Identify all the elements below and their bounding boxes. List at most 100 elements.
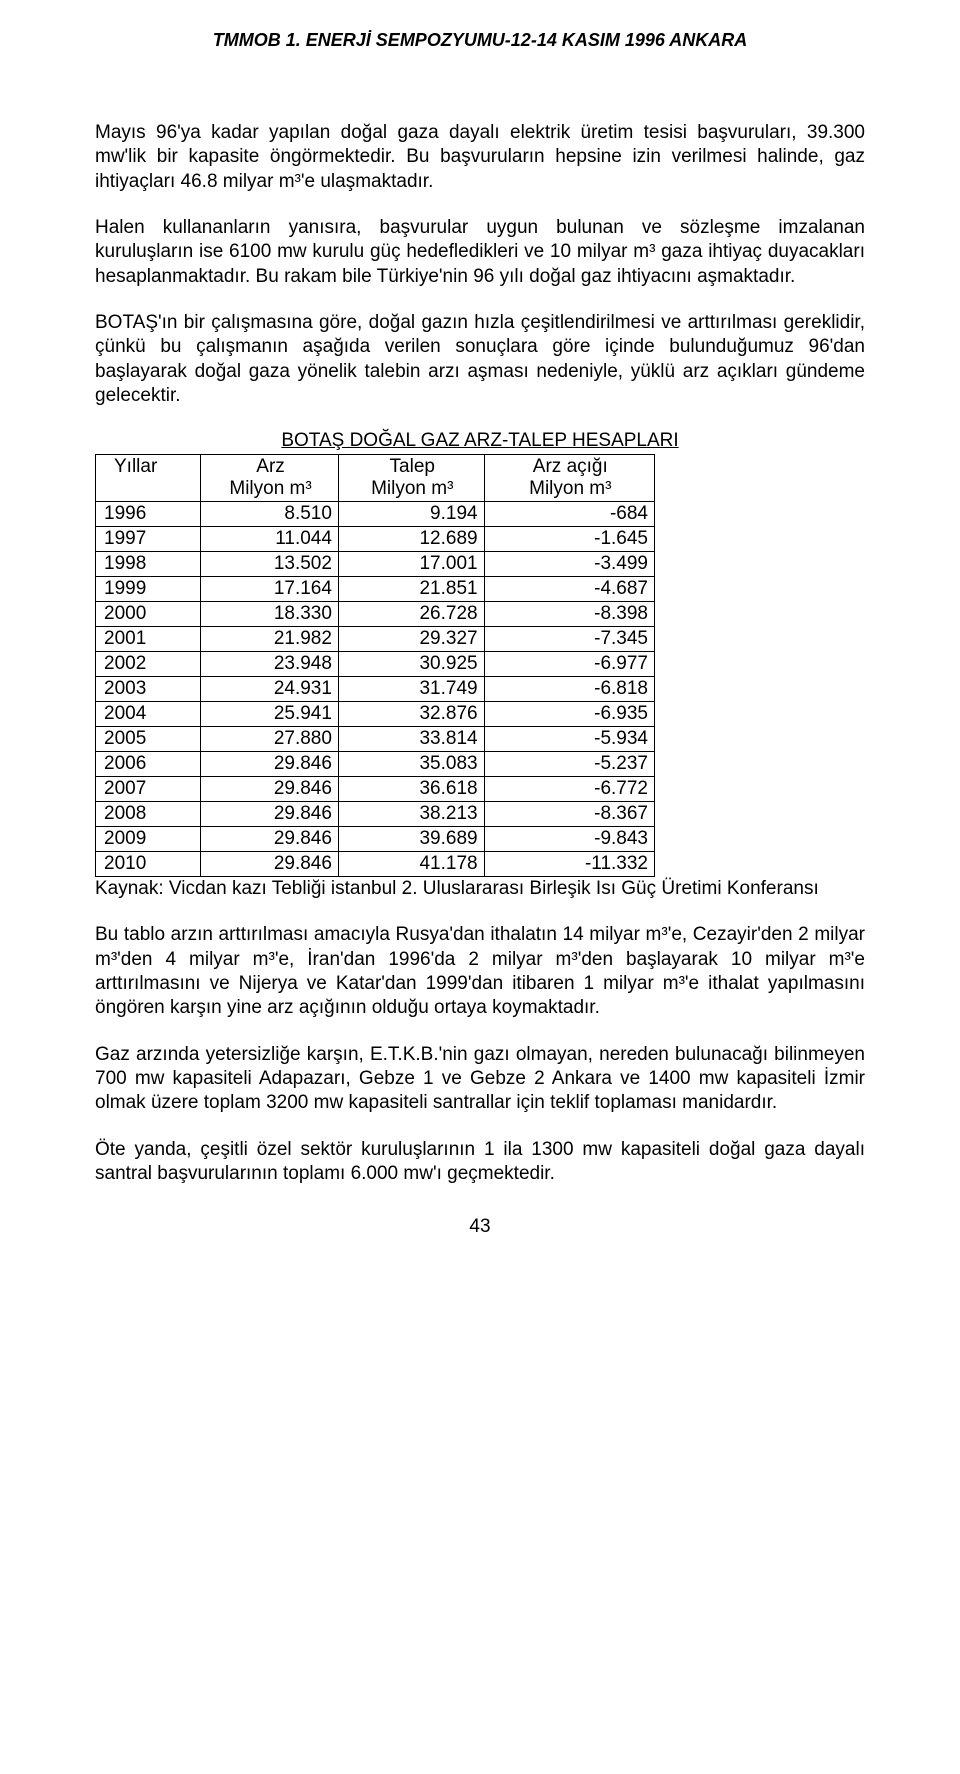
table-row: 200729.84636.618-6.772 bbox=[96, 777, 655, 802]
table-cell: 33.814 bbox=[338, 727, 484, 752]
document-page: TMMOB 1. ENERJİ SEMPOZYUMU-12-14 KASIM 1… bbox=[0, 0, 960, 1278]
table-cell: 36.618 bbox=[338, 777, 484, 802]
table-cell: 41.178 bbox=[338, 852, 484, 877]
table-row: 200018.33026.728-8.398 bbox=[96, 602, 655, 627]
table-row: 199917.16421.851-4.687 bbox=[96, 577, 655, 602]
col-header-arz: Arz Milyon m³ bbox=[201, 455, 339, 502]
table-cell: 2010 bbox=[96, 852, 201, 877]
table-cell: 2009 bbox=[96, 827, 201, 852]
data-table: Yıllar Arz Milyon m³ Talep Milyon m³ Arz… bbox=[95, 454, 655, 877]
table-cell: 8.510 bbox=[201, 502, 339, 527]
table-cell: 29.846 bbox=[201, 802, 339, 827]
table-cell: 26.728 bbox=[338, 602, 484, 627]
table-cell: -8.367 bbox=[484, 802, 654, 827]
table-body: 19968.5109.194-684199711.04412.689-1.645… bbox=[96, 502, 655, 877]
table-cell: -8.398 bbox=[484, 602, 654, 627]
table-cell: 29.846 bbox=[201, 827, 339, 852]
table-cell: 2007 bbox=[96, 777, 201, 802]
table-cell: 1999 bbox=[96, 577, 201, 602]
hdr-arz-line2: Milyon m³ bbox=[229, 478, 311, 499]
col-header-year: Yıllar bbox=[96, 455, 201, 502]
document-header: TMMOB 1. ENERJİ SEMPOZYUMU-12-14 KASIM 1… bbox=[95, 30, 865, 51]
table-cell: 27.880 bbox=[201, 727, 339, 752]
table-cell: 29.846 bbox=[201, 852, 339, 877]
table-cell: 2006 bbox=[96, 752, 201, 777]
table-cell: 29.327 bbox=[338, 627, 484, 652]
table-cell: -3.499 bbox=[484, 552, 654, 577]
table-cell: 38.213 bbox=[338, 802, 484, 827]
table-header-row: Yıllar Arz Milyon m³ Talep Milyon m³ Arz… bbox=[96, 455, 655, 502]
table-cell: 18.330 bbox=[201, 602, 339, 627]
table-source: Kaynak: Vicdan kazı Tebliği istanbul 2. … bbox=[95, 877, 865, 901]
hdr-talep-line1: Talep bbox=[390, 456, 435, 477]
table-cell: 17.164 bbox=[201, 577, 339, 602]
table-cell: -6.977 bbox=[484, 652, 654, 677]
table-title: BOTAŞ DOĞAL GAZ ARZ-TALEP HESAPLARI bbox=[95, 430, 865, 452]
table-row: 19968.5109.194-684 bbox=[96, 502, 655, 527]
paragraph-5: Gaz arzında yetersizliğe karşın, E.T.K.B… bbox=[95, 1043, 865, 1116]
table-cell: -7.345 bbox=[484, 627, 654, 652]
table-cell: 2005 bbox=[96, 727, 201, 752]
table-cell: -4.687 bbox=[484, 577, 654, 602]
table-cell: 2003 bbox=[96, 677, 201, 702]
table-cell: 1998 bbox=[96, 552, 201, 577]
table-cell: 23.948 bbox=[201, 652, 339, 677]
paragraph-2: Halen kullananların yanısıra, başvurular… bbox=[95, 216, 865, 289]
table-cell: 24.931 bbox=[201, 677, 339, 702]
table-cell: 1997 bbox=[96, 527, 201, 552]
table-cell: 9.194 bbox=[338, 502, 484, 527]
table-cell: -6.935 bbox=[484, 702, 654, 727]
table-cell: -5.934 bbox=[484, 727, 654, 752]
paragraph-3: BOTAŞ'ın bir çalışmasına göre, doğal gaz… bbox=[95, 311, 865, 408]
table-row: 200324.93131.749-6.818 bbox=[96, 677, 655, 702]
paragraph-6: Öte yanda, çeşitli özel sektör kuruluşla… bbox=[95, 1138, 865, 1187]
table-cell: 2001 bbox=[96, 627, 201, 652]
hdr-talep-line2: Milyon m³ bbox=[371, 478, 453, 499]
table-row: 199813.50217.001-3.499 bbox=[96, 552, 655, 577]
table-row: 200425.94132.876-6.935 bbox=[96, 702, 655, 727]
page-number: 43 bbox=[95, 1216, 865, 1238]
table-cell: -1.645 bbox=[484, 527, 654, 552]
hdr-acik-line1: Arz açığı bbox=[533, 456, 608, 477]
col-header-deficit: Arz açığı Milyon m³ bbox=[484, 455, 654, 502]
table-row: 200629.84635.083-5.237 bbox=[96, 752, 655, 777]
table-cell: -684 bbox=[484, 502, 654, 527]
table-cell: -5.237 bbox=[484, 752, 654, 777]
table-cell: 2008 bbox=[96, 802, 201, 827]
table-row: 200121.98229.327-7.345 bbox=[96, 627, 655, 652]
hdr-year-line1: Yıllar bbox=[114, 456, 157, 477]
table-cell: 17.001 bbox=[338, 552, 484, 577]
table-cell: 39.689 bbox=[338, 827, 484, 852]
hdr-arz-line1: Arz bbox=[256, 456, 285, 477]
col-header-talep: Talep Milyon m³ bbox=[338, 455, 484, 502]
table-cell: 21.851 bbox=[338, 577, 484, 602]
table-cell: 31.749 bbox=[338, 677, 484, 702]
table-cell: 35.083 bbox=[338, 752, 484, 777]
table-cell: 21.982 bbox=[201, 627, 339, 652]
table-row: 199711.04412.689-1.645 bbox=[96, 527, 655, 552]
table-cell: 2000 bbox=[96, 602, 201, 627]
table-cell: 12.689 bbox=[338, 527, 484, 552]
table-row: 200223.94830.925-6.977 bbox=[96, 652, 655, 677]
table-cell: 2002 bbox=[96, 652, 201, 677]
table-cell: -11.332 bbox=[484, 852, 654, 877]
table-cell: 13.502 bbox=[201, 552, 339, 577]
table-cell: 30.925 bbox=[338, 652, 484, 677]
table-cell: 11.044 bbox=[201, 527, 339, 552]
hdr-acik-line2: Milyon m³ bbox=[529, 478, 611, 499]
paragraph-4: Bu tablo arzın arttırılması amacıyla Rus… bbox=[95, 923, 865, 1020]
table-row: 200929.84639.689-9.843 bbox=[96, 827, 655, 852]
table-row: 200829.84638.213-8.367 bbox=[96, 802, 655, 827]
table-cell: 25.941 bbox=[201, 702, 339, 727]
table-cell: 2004 bbox=[96, 702, 201, 727]
table-cell: 32.876 bbox=[338, 702, 484, 727]
table-cell: 29.846 bbox=[201, 777, 339, 802]
table-row: 201029.84641.178-11.332 bbox=[96, 852, 655, 877]
table-cell: -9.843 bbox=[484, 827, 654, 852]
table-cell: -6.818 bbox=[484, 677, 654, 702]
table-cell: -6.772 bbox=[484, 777, 654, 802]
table-row: 200527.88033.814-5.934 bbox=[96, 727, 655, 752]
table-cell: 1996 bbox=[96, 502, 201, 527]
paragraph-1: Mayıs 96'ya kadar yapılan doğal gaza day… bbox=[95, 121, 865, 194]
table-cell: 29.846 bbox=[201, 752, 339, 777]
